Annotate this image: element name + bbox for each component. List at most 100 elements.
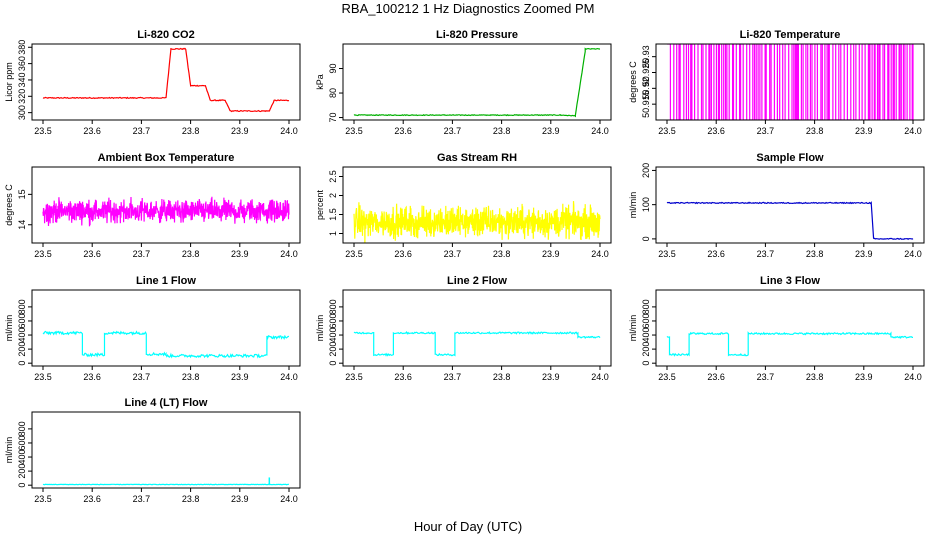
y-tick-label: 1.5 <box>328 208 338 221</box>
x-tick-label: 23.7 <box>133 494 151 504</box>
series-ambient-box-temperature <box>42 196 290 227</box>
panel-line-3-flow: Line 3 Flow 23.5 23.6 23.7 23.8 23.9 24.0 0 2004… <box>628 275 925 382</box>
series-line <box>42 47 290 113</box>
plot-frame <box>342 166 612 244</box>
figure-xlabel: Hour of Day (UTC) <box>414 519 522 534</box>
x-tick-label: 24.0 <box>280 249 298 259</box>
panels-container: Li-820 CO2 23.5 23.6 23.7 23.8 23.9 24.0 300320… <box>4 29 925 504</box>
y-axis-label: kPa <box>315 74 325 90</box>
y-tick-label: 14 <box>17 220 27 230</box>
y-tick-label: 2.5 <box>328 170 338 183</box>
y-tick-label: 600 <box>17 435 27 450</box>
y-tick-label: 50.925 <box>641 59 651 87</box>
y-tick-label: 0 <box>17 361 27 366</box>
y-tick-label: 80 <box>328 88 338 98</box>
x-tick-label: 23.6 <box>707 249 725 259</box>
x-tick-label: 23.8 <box>182 494 200 504</box>
panel-li-820-pressure: Li-820 Pressure 23.5 23.6 23.7 23.8 23.9 24.0 7… <box>315 29 612 136</box>
x-tick-label: 24.0 <box>591 126 609 136</box>
x-tick-label: 23.6 <box>707 372 725 382</box>
y-tick-label: 300 <box>17 105 27 120</box>
y-tick-label: 1 <box>328 231 338 236</box>
y-tick-label: 800 <box>17 299 27 314</box>
series-line-2-flow <box>353 331 601 357</box>
y-axis-label: ml/min <box>628 192 638 219</box>
y-tick-label: 380 <box>17 40 27 55</box>
x-tick-label: 23.7 <box>133 126 151 136</box>
y-tick-label: 800 <box>17 421 27 436</box>
x-tick-label: 23.5 <box>658 372 676 382</box>
x-tick-label: 24.0 <box>591 249 609 259</box>
x-tick-label: 23.7 <box>444 126 462 136</box>
y-axis-label: percent <box>315 189 325 220</box>
x-tick-label: 23.8 <box>182 126 200 136</box>
x-tick-label: 23.8 <box>493 249 511 259</box>
y-tick-label: 200 <box>17 342 27 357</box>
x-tick-label: 24.0 <box>280 372 298 382</box>
x-tick-label: 23.8 <box>806 126 824 136</box>
panel-title: Line 4 (LT) Flow <box>125 397 208 409</box>
series-line-1-flow <box>42 330 290 359</box>
panel-title: Sample Flow <box>756 152 824 164</box>
panel-ambient-box-temperature: Ambient Box Temperature 23.5 23.6 23.7 23.8 2… <box>4 152 301 259</box>
y-tick-label: 600 <box>17 313 27 328</box>
y-tick-label: 70 <box>328 113 338 123</box>
panel-li-820-co2: Li-820 CO2 23.5 23.6 23.7 23.8 23.9 24.0 300320… <box>4 29 301 136</box>
x-tick-label: 23.6 <box>394 372 412 382</box>
x-tick-label: 23.6 <box>83 249 101 259</box>
y-tick-label: 0 <box>641 236 651 241</box>
x-tick-label: 23.6 <box>83 494 101 504</box>
y-axis-label: ml/min <box>628 315 638 342</box>
panel-title: Line 1 Flow <box>136 275 196 287</box>
x-tick-label: 24.0 <box>591 372 609 382</box>
x-tick-label: 24.0 <box>904 249 922 259</box>
panel-title: Li-820 Temperature <box>740 29 841 41</box>
plot-frame <box>655 43 925 121</box>
y-tick-label: 400 <box>17 328 27 343</box>
x-tick-label: 23.9 <box>231 372 249 382</box>
x-tick-label: 23.5 <box>345 372 363 382</box>
y-tick-label: 400 <box>17 450 27 465</box>
x-tick-label: 23.7 <box>757 249 775 259</box>
x-tick-label: 23.7 <box>757 126 775 136</box>
x-tick-label: 23.9 <box>855 249 873 259</box>
plot-frame <box>655 166 925 244</box>
y-tick-label: 360 <box>17 56 27 71</box>
x-tick-label: 23.7 <box>133 372 151 382</box>
y-tick-label: 800 <box>641 299 651 314</box>
panel-line-4-lt-flow: Line 4 (LT) Flow 23.5 23.6 23.7 23.8 23.9 24.0… <box>4 397 301 504</box>
y-tick-label: 340 <box>17 72 27 87</box>
panel-li-820-temperature: Li-820 Temperature 23.5 23.6 23.7 23.8 23.9 24… <box>628 29 925 136</box>
y-tick-label: 50.93 <box>641 45 651 68</box>
series-line <box>666 201 914 241</box>
x-tick-label: 23.5 <box>34 249 52 259</box>
series-line-3-flow <box>666 331 913 357</box>
y-axis-label: ml/min <box>4 437 14 464</box>
x-tick-label: 23.5 <box>658 249 676 259</box>
y-tick-label: 2 <box>328 193 338 198</box>
y-axis-label: Licor ppm <box>4 62 14 102</box>
x-tick-label: 23.6 <box>83 126 101 136</box>
y-tick-label: 320 <box>17 89 27 104</box>
y-tick-label: 90 <box>328 64 338 74</box>
y-axis-label: ml/min <box>315 315 325 342</box>
x-tick-label: 23.7 <box>444 372 462 382</box>
x-tick-label: 24.0 <box>280 494 298 504</box>
y-tick-label: 200 <box>328 342 338 357</box>
panel-title: Li-820 CO2 <box>137 29 194 41</box>
x-tick-label: 23.7 <box>444 249 462 259</box>
x-tick-label: 23.7 <box>133 249 151 259</box>
y-tick-label: 50.92 <box>641 77 651 100</box>
plot-frame <box>31 289 301 367</box>
series-line <box>353 331 601 357</box>
y-tick-label: 400 <box>328 328 338 343</box>
x-tick-label: 23.5 <box>345 249 363 259</box>
x-tick-label: 23.5 <box>34 494 52 504</box>
y-tick-label: 200 <box>17 464 27 479</box>
panel-line-2-flow: Line 2 Flow 23.5 23.6 23.7 23.8 23.9 24.0 0 2004… <box>315 275 612 382</box>
panel-title: Li-820 Pressure <box>436 29 518 41</box>
series-gas-stream-rh <box>353 201 601 243</box>
x-tick-label: 24.0 <box>904 126 922 136</box>
y-axis-label: degrees C <box>4 184 14 226</box>
series-line-4-lt-flow <box>42 477 289 486</box>
